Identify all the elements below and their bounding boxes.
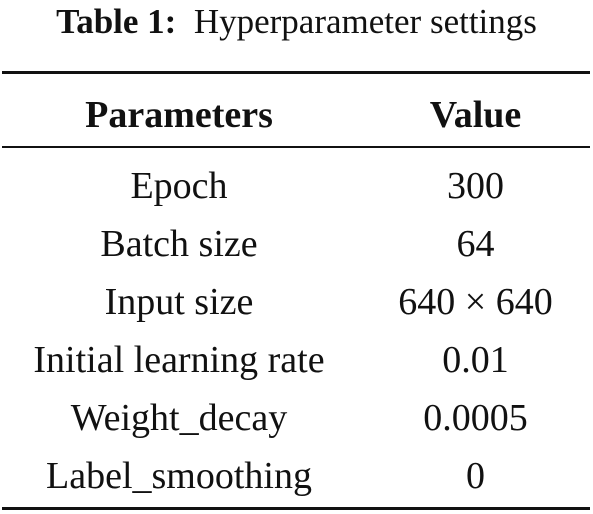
param-cell: Epoch [130,165,228,207]
value-cell: 640 × 640 [398,281,553,323]
param-cell: Weight_decay [70,397,288,439]
table-header-row: Parameters Value [0,86,593,144]
table-row: Weight_decay 0.0005 [0,389,593,447]
value-cell: 300 [447,165,504,207]
param-cell: Input size [104,281,254,323]
table-row: Input size 640 × 640 [0,273,593,331]
table-row: Batch size 64 [0,215,593,273]
table-top-rule [2,71,590,74]
table-row: Label_smoothing 0 [0,447,593,505]
table-caption-text: Hyperparameter settings [193,2,537,41]
value-cell: 0 [466,455,485,497]
table-row: Epoch 300 [0,157,593,215]
table-header-rule [2,146,590,148]
header-value: Value [429,94,522,136]
table-caption: Table 1: Hyperparameter settings [0,2,593,42]
param-cell: Initial learning rate [33,339,325,381]
table-bottom-rule [2,507,590,510]
table-row: Initial learning rate 0.01 [0,331,593,389]
header-parameters: Parameters [85,94,273,136]
value-cell: 0.01 [442,339,509,381]
param-cell: Label_smoothing [46,455,312,497]
value-cell: 64 [456,223,495,265]
value-cell: 0.0005 [423,397,528,439]
param-cell: Batch size [100,223,258,265]
table-caption-label: Table 1: [56,2,177,41]
